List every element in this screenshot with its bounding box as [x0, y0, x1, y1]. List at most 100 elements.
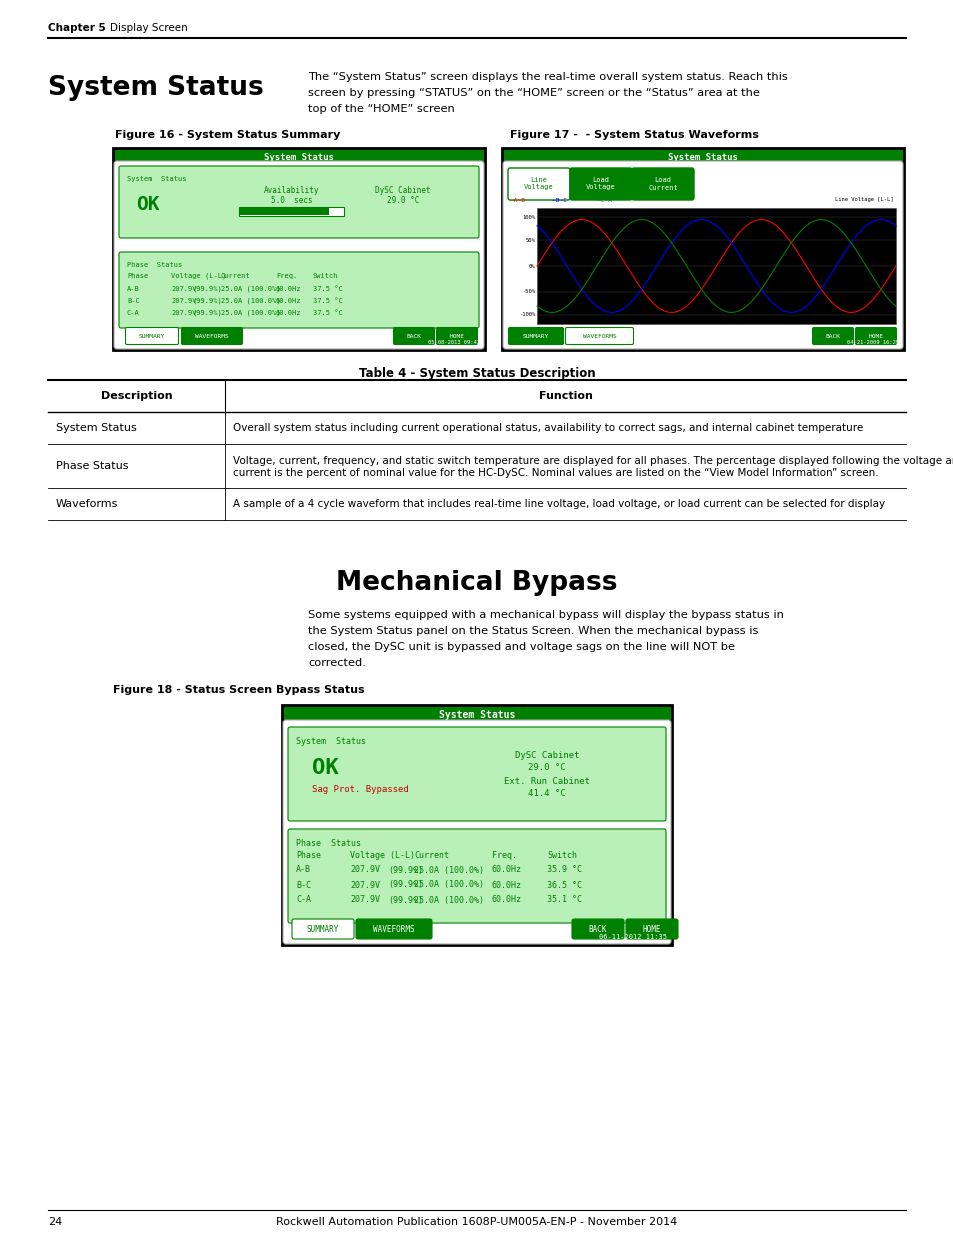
Bar: [501, 148, 903, 350]
Text: Figure 16 - System Status Summary: Figure 16 - System Status Summary: [115, 130, 340, 140]
Text: Switch: Switch: [313, 273, 338, 279]
FancyBboxPatch shape: [119, 252, 478, 329]
Text: B-C: B-C: [127, 298, 139, 304]
Text: 37.5 °C: 37.5 °C: [313, 287, 342, 291]
Text: 37.5 °C: 37.5 °C: [313, 298, 342, 304]
Text: SUMMARY: SUMMARY: [307, 925, 339, 934]
Text: 29.0 °C: 29.0 °C: [387, 196, 419, 205]
Text: 207.9V: 207.9V: [350, 881, 379, 889]
Text: 25.0A (100.0%): 25.0A (100.0%): [414, 881, 483, 889]
Text: System Status: System Status: [48, 75, 263, 101]
FancyBboxPatch shape: [119, 165, 478, 238]
Text: corrected.: corrected.: [308, 658, 366, 668]
Text: Mechanical Bypass: Mechanical Bypass: [335, 571, 618, 597]
Text: -50%: -50%: [521, 289, 535, 294]
Text: Rockwell Automation Publication 1608P-UM005A-EN-P - November 2014: Rockwell Automation Publication 1608P-UM…: [276, 1216, 677, 1228]
Text: 37.5 °C: 37.5 °C: [313, 310, 342, 316]
Text: Voltage (L-L): Voltage (L-L): [350, 851, 415, 860]
FancyBboxPatch shape: [502, 161, 902, 350]
Text: WAVEFORMS: WAVEFORMS: [373, 925, 415, 934]
Text: 60.0Hz: 60.0Hz: [492, 895, 521, 904]
Text: Phase  Status: Phase Status: [295, 839, 360, 848]
Text: C-A: C-A: [127, 310, 139, 316]
Text: 36.5 °C: 36.5 °C: [546, 881, 581, 889]
FancyBboxPatch shape: [393, 327, 434, 345]
FancyBboxPatch shape: [569, 168, 631, 200]
FancyBboxPatch shape: [181, 327, 242, 345]
Text: -100%: -100%: [518, 312, 535, 317]
Text: Availability: Availability: [264, 186, 319, 195]
FancyBboxPatch shape: [631, 168, 693, 200]
Text: Phase: Phase: [295, 851, 320, 860]
Text: 207.9V: 207.9V: [350, 895, 379, 904]
Bar: [239, 207, 343, 216]
Text: Some systems equipped with a mechanical bypass will display the bypass status in: Some systems equipped with a mechanical …: [308, 610, 783, 620]
Text: Overall system status including current operational status, availability to corr: Overall system status including current …: [233, 424, 862, 433]
Text: HOME: HOME: [867, 333, 882, 338]
Text: SUMMARY: SUMMARY: [522, 333, 549, 338]
Text: Description: Description: [101, 391, 172, 401]
Text: (99.9%): (99.9%): [193, 310, 222, 316]
Text: C-A: C-A: [295, 895, 311, 904]
FancyBboxPatch shape: [855, 327, 896, 345]
Text: A-B: A-B: [295, 866, 311, 874]
Text: 35.1 °C: 35.1 °C: [546, 895, 581, 904]
Text: The “System Status” screen displays the real-time overall system status. Reach t: The “System Status” screen displays the …: [308, 72, 787, 82]
Text: Display Screen: Display Screen: [110, 23, 188, 33]
Text: 25.0A (100.0%): 25.0A (100.0%): [221, 285, 280, 293]
Text: Freq.: Freq.: [492, 851, 517, 860]
FancyBboxPatch shape: [508, 327, 563, 345]
Text: Ext. Run Cabinet: Ext. Run Cabinet: [504, 777, 590, 785]
Text: —B-C: —B-C: [552, 198, 566, 203]
Text: 25.0A (100.0%): 25.0A (100.0%): [221, 298, 280, 304]
FancyBboxPatch shape: [113, 161, 483, 350]
Text: DySC Cabinet: DySC Cabinet: [375, 186, 431, 195]
Text: (99.9%): (99.9%): [388, 895, 422, 904]
Text: System  Status: System Status: [127, 177, 186, 182]
Text: SUMMARY: SUMMARY: [139, 333, 165, 338]
Text: 35.9 °C: 35.9 °C: [546, 866, 581, 874]
Text: 60.0Hz: 60.0Hz: [492, 866, 521, 874]
Text: 100%: 100%: [521, 215, 535, 220]
Text: A sample of a 4 cycle waveform that includes real-time line voltage, load voltag: A sample of a 4 cycle waveform that incl…: [233, 499, 884, 509]
Text: 29.0 °C: 29.0 °C: [528, 762, 565, 772]
FancyBboxPatch shape: [288, 727, 665, 821]
Text: OK: OK: [312, 758, 338, 778]
Text: (99.9%): (99.9%): [388, 881, 422, 889]
Text: BACK: BACK: [406, 333, 421, 338]
Text: 04-21-2009 16:29: 04-21-2009 16:29: [846, 340, 898, 345]
Text: top of the “HOME” screen: top of the “HOME” screen: [308, 104, 455, 114]
Text: Sag Prot. Bypassed: Sag Prot. Bypassed: [312, 785, 408, 794]
Text: 25.0A (100.0%): 25.0A (100.0%): [414, 895, 483, 904]
Text: Load
Voltage: Load Voltage: [585, 178, 616, 190]
Text: 06-11-2012 11:35: 06-11-2012 11:35: [598, 934, 666, 940]
Text: WAVEFORMS: WAVEFORMS: [195, 333, 229, 338]
Text: Waveforms: Waveforms: [56, 499, 118, 509]
FancyBboxPatch shape: [572, 919, 623, 939]
FancyBboxPatch shape: [812, 327, 853, 345]
Text: System Status: System Status: [56, 424, 136, 433]
Text: System Status: System Status: [438, 710, 515, 720]
FancyBboxPatch shape: [507, 168, 569, 200]
Text: OK: OK: [136, 194, 159, 214]
FancyBboxPatch shape: [436, 327, 477, 345]
Text: (99.9%): (99.9%): [388, 866, 422, 874]
Text: Figure 17 -  - System Status Waveforms: Figure 17 - - System Status Waveforms: [510, 130, 758, 140]
Text: —A-B: —A-B: [510, 198, 524, 203]
Text: Switch: Switch: [546, 851, 577, 860]
Text: 0%: 0%: [528, 263, 535, 268]
Bar: [282, 705, 671, 945]
FancyBboxPatch shape: [355, 919, 432, 939]
Text: 207.9V: 207.9V: [171, 287, 196, 291]
Text: 50%: 50%: [525, 238, 535, 243]
Text: Chapter 5: Chapter 5: [48, 23, 106, 33]
Text: Function: Function: [538, 391, 592, 401]
Text: HOME: HOME: [642, 925, 660, 934]
Text: 60.0Hz: 60.0Hz: [275, 298, 301, 304]
Text: 5.0  secs: 5.0 secs: [271, 196, 312, 205]
Text: 05-08-2013 09:42: 05-08-2013 09:42: [428, 340, 479, 345]
Text: current is the percent of nominal value for the HC-DySC. Nominal values are list: current is the percent of nominal value …: [233, 468, 878, 478]
Text: System Status: System Status: [667, 152, 738, 162]
FancyBboxPatch shape: [292, 919, 354, 939]
Text: 60.0Hz: 60.0Hz: [492, 881, 521, 889]
